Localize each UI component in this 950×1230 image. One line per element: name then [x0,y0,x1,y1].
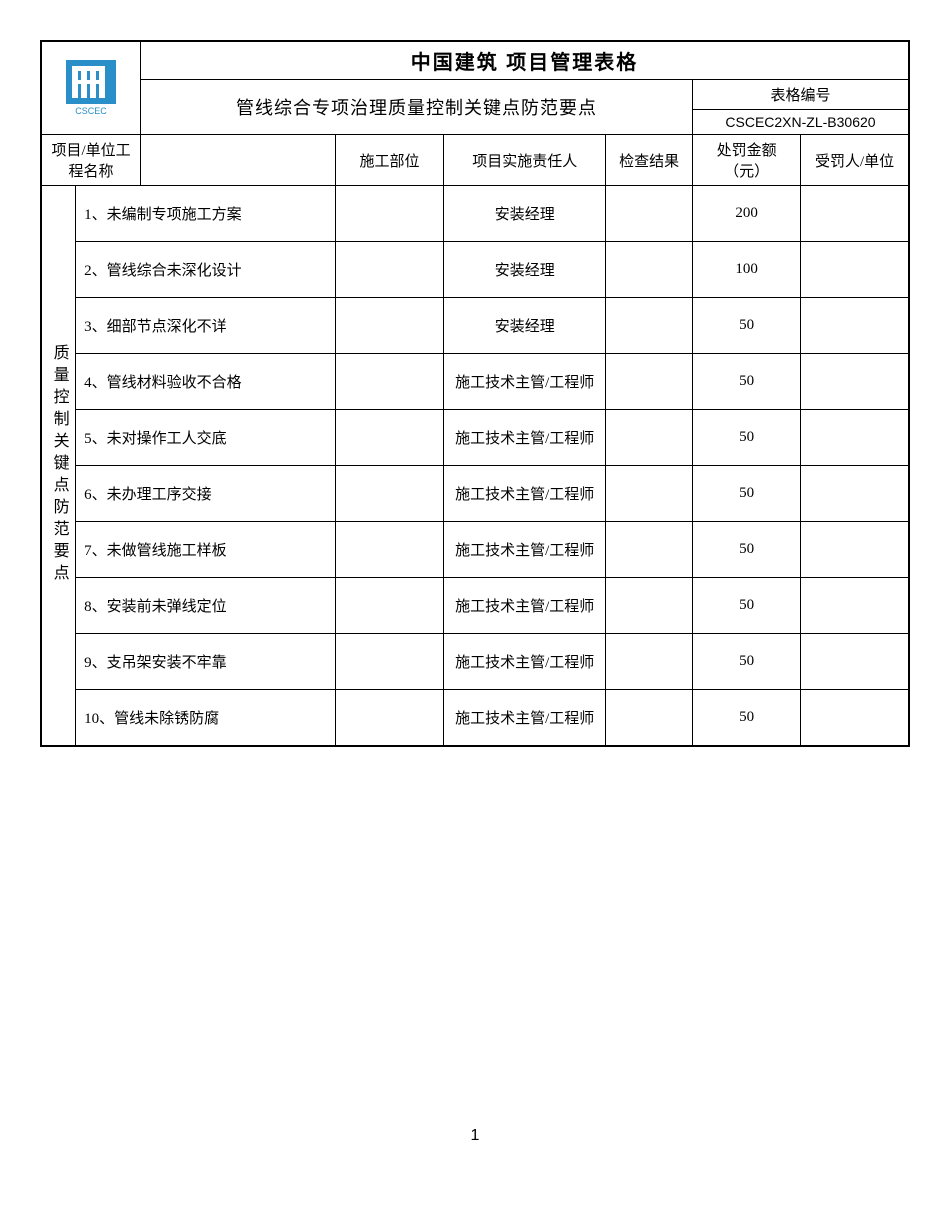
result-cell [606,354,693,410]
responsible-cell: 安装经理 [444,242,606,298]
item-cell: 5、未对操作工人交底 [76,410,336,466]
penalty-cell: 50 [692,354,800,410]
part-cell [335,186,443,242]
table-row: 6、未办理工序交接 施工技术主管/工程师 50 [41,466,909,522]
form-table: CSCEC 中国建筑 项目管理表格 管线综合专项治理质量控制关键点防范要点 表格… [40,40,910,747]
responsible-cell: 安装经理 [444,298,606,354]
penalty-cell: 200 [692,186,800,242]
item-cell: 9、支吊架安装不牢靠 [76,634,336,690]
part-cell [335,466,443,522]
table-row: 5、未对操作工人交底 施工技术主管/工程师 50 [41,410,909,466]
responsible-cell: 施工技术主管/工程师 [444,578,606,634]
cscec-logo-icon: CSCEC [66,60,116,116]
item-cell: 10、管线未除锈防腐 [76,690,336,746]
header-penalty-amount: 处罚金额（元） [692,135,800,186]
subtitle-row: 管线综合专项治理质量控制关键点防范要点 表格编号 [41,80,909,110]
result-cell [606,298,693,354]
form-number-label: 表格编号 [692,80,909,110]
penalty-cell: 50 [692,634,800,690]
penalty-cell: 100 [692,242,800,298]
result-cell [606,242,693,298]
item-cell: 1、未编制专项施工方案 [76,186,336,242]
form-page: CSCEC 中国建筑 项目管理表格 管线综合专项治理质量控制关键点防范要点 表格… [40,40,910,1145]
responsible-cell: 施工技术主管/工程师 [444,410,606,466]
item-cell: 4、管线材料验收不合格 [76,354,336,410]
responsible-cell: 施工技术主管/工程师 [444,634,606,690]
unit-cell [801,466,909,522]
part-cell [335,242,443,298]
form-number-value: CSCEC2XN-ZL-B30620 [692,110,909,135]
result-cell [606,690,693,746]
result-cell [606,410,693,466]
header-check-result: 检查结果 [606,135,693,186]
title-row: CSCEC 中国建筑 项目管理表格 [41,41,909,80]
unit-cell [801,410,909,466]
unit-cell [801,354,909,410]
item-cell: 6、未办理工序交接 [76,466,336,522]
unit-cell [801,690,909,746]
table-row: 10、管线未除锈防腐 施工技术主管/工程师 50 [41,690,909,746]
penalty-cell: 50 [692,298,800,354]
section-label: 质量控制关键点防范要点 [41,186,76,746]
result-cell [606,578,693,634]
part-cell [335,410,443,466]
table-row: 8、安装前未弹线定位 施工技术主管/工程师 50 [41,578,909,634]
form-subtitle: 管线综合专项治理质量控制关键点防范要点 [141,80,693,135]
header-responsible: 项目实施责任人 [444,135,606,186]
item-cell: 8、安装前未弹线定位 [76,578,336,634]
svg-text:CSCEC: CSCEC [75,106,107,116]
penalty-cell: 50 [692,690,800,746]
table-row: 4、管线材料验收不合格 施工技术主管/工程师 50 [41,354,909,410]
responsible-cell: 施工技术主管/工程师 [444,466,606,522]
table-row: 2、管线综合未深化设计 安装经理 100 [41,242,909,298]
result-cell [606,522,693,578]
responsible-cell: 安装经理 [444,186,606,242]
unit-cell [801,578,909,634]
responsible-cell: 施工技术主管/工程师 [444,522,606,578]
column-header-row: 项目/单位工程名称 施工部位 项目实施责任人 检查结果 处罚金额（元） 受罚人/… [41,135,909,186]
responsible-cell: 施工技术主管/工程师 [444,690,606,746]
logo-cell: CSCEC [41,41,141,135]
table-row: 9、支吊架安装不牢靠 施工技术主管/工程师 50 [41,634,909,690]
data-rows-body: 质量控制关键点防范要点1、未编制专项施工方案安装经理2002、管线综合未深化设计… [41,186,909,746]
header-project-name-value [141,135,336,186]
table-row: 7、未做管线施工样板 施工技术主管/工程师 50 [41,522,909,578]
part-cell [335,690,443,746]
unit-cell [801,634,909,690]
unit-cell [801,186,909,242]
table-row: 质量控制关键点防范要点1、未编制专项施工方案安装经理200 [41,186,909,242]
result-cell [606,634,693,690]
item-cell: 7、未做管线施工样板 [76,522,336,578]
part-cell [335,354,443,410]
table-row: 3、细部节点深化不详 安装经理 50 [41,298,909,354]
form-title: 中国建筑 项目管理表格 [141,41,909,80]
result-cell [606,466,693,522]
page-number: 1 [40,1127,910,1145]
part-cell [335,634,443,690]
unit-cell [801,298,909,354]
item-cell: 2、管线综合未深化设计 [76,242,336,298]
header-penalized-unit: 受罚人/单位 [801,135,909,186]
penalty-cell: 50 [692,466,800,522]
responsible-cell: 施工技术主管/工程师 [444,354,606,410]
result-cell [606,186,693,242]
penalty-cell: 50 [692,410,800,466]
part-cell [335,522,443,578]
part-cell [335,298,443,354]
part-cell [335,578,443,634]
header-project-name: 项目/单位工程名称 [41,135,141,186]
unit-cell [801,522,909,578]
unit-cell [801,242,909,298]
item-cell: 3、细部节点深化不详 [76,298,336,354]
header-construction-part: 施工部位 [335,135,443,186]
penalty-cell: 50 [692,522,800,578]
penalty-cell: 50 [692,578,800,634]
